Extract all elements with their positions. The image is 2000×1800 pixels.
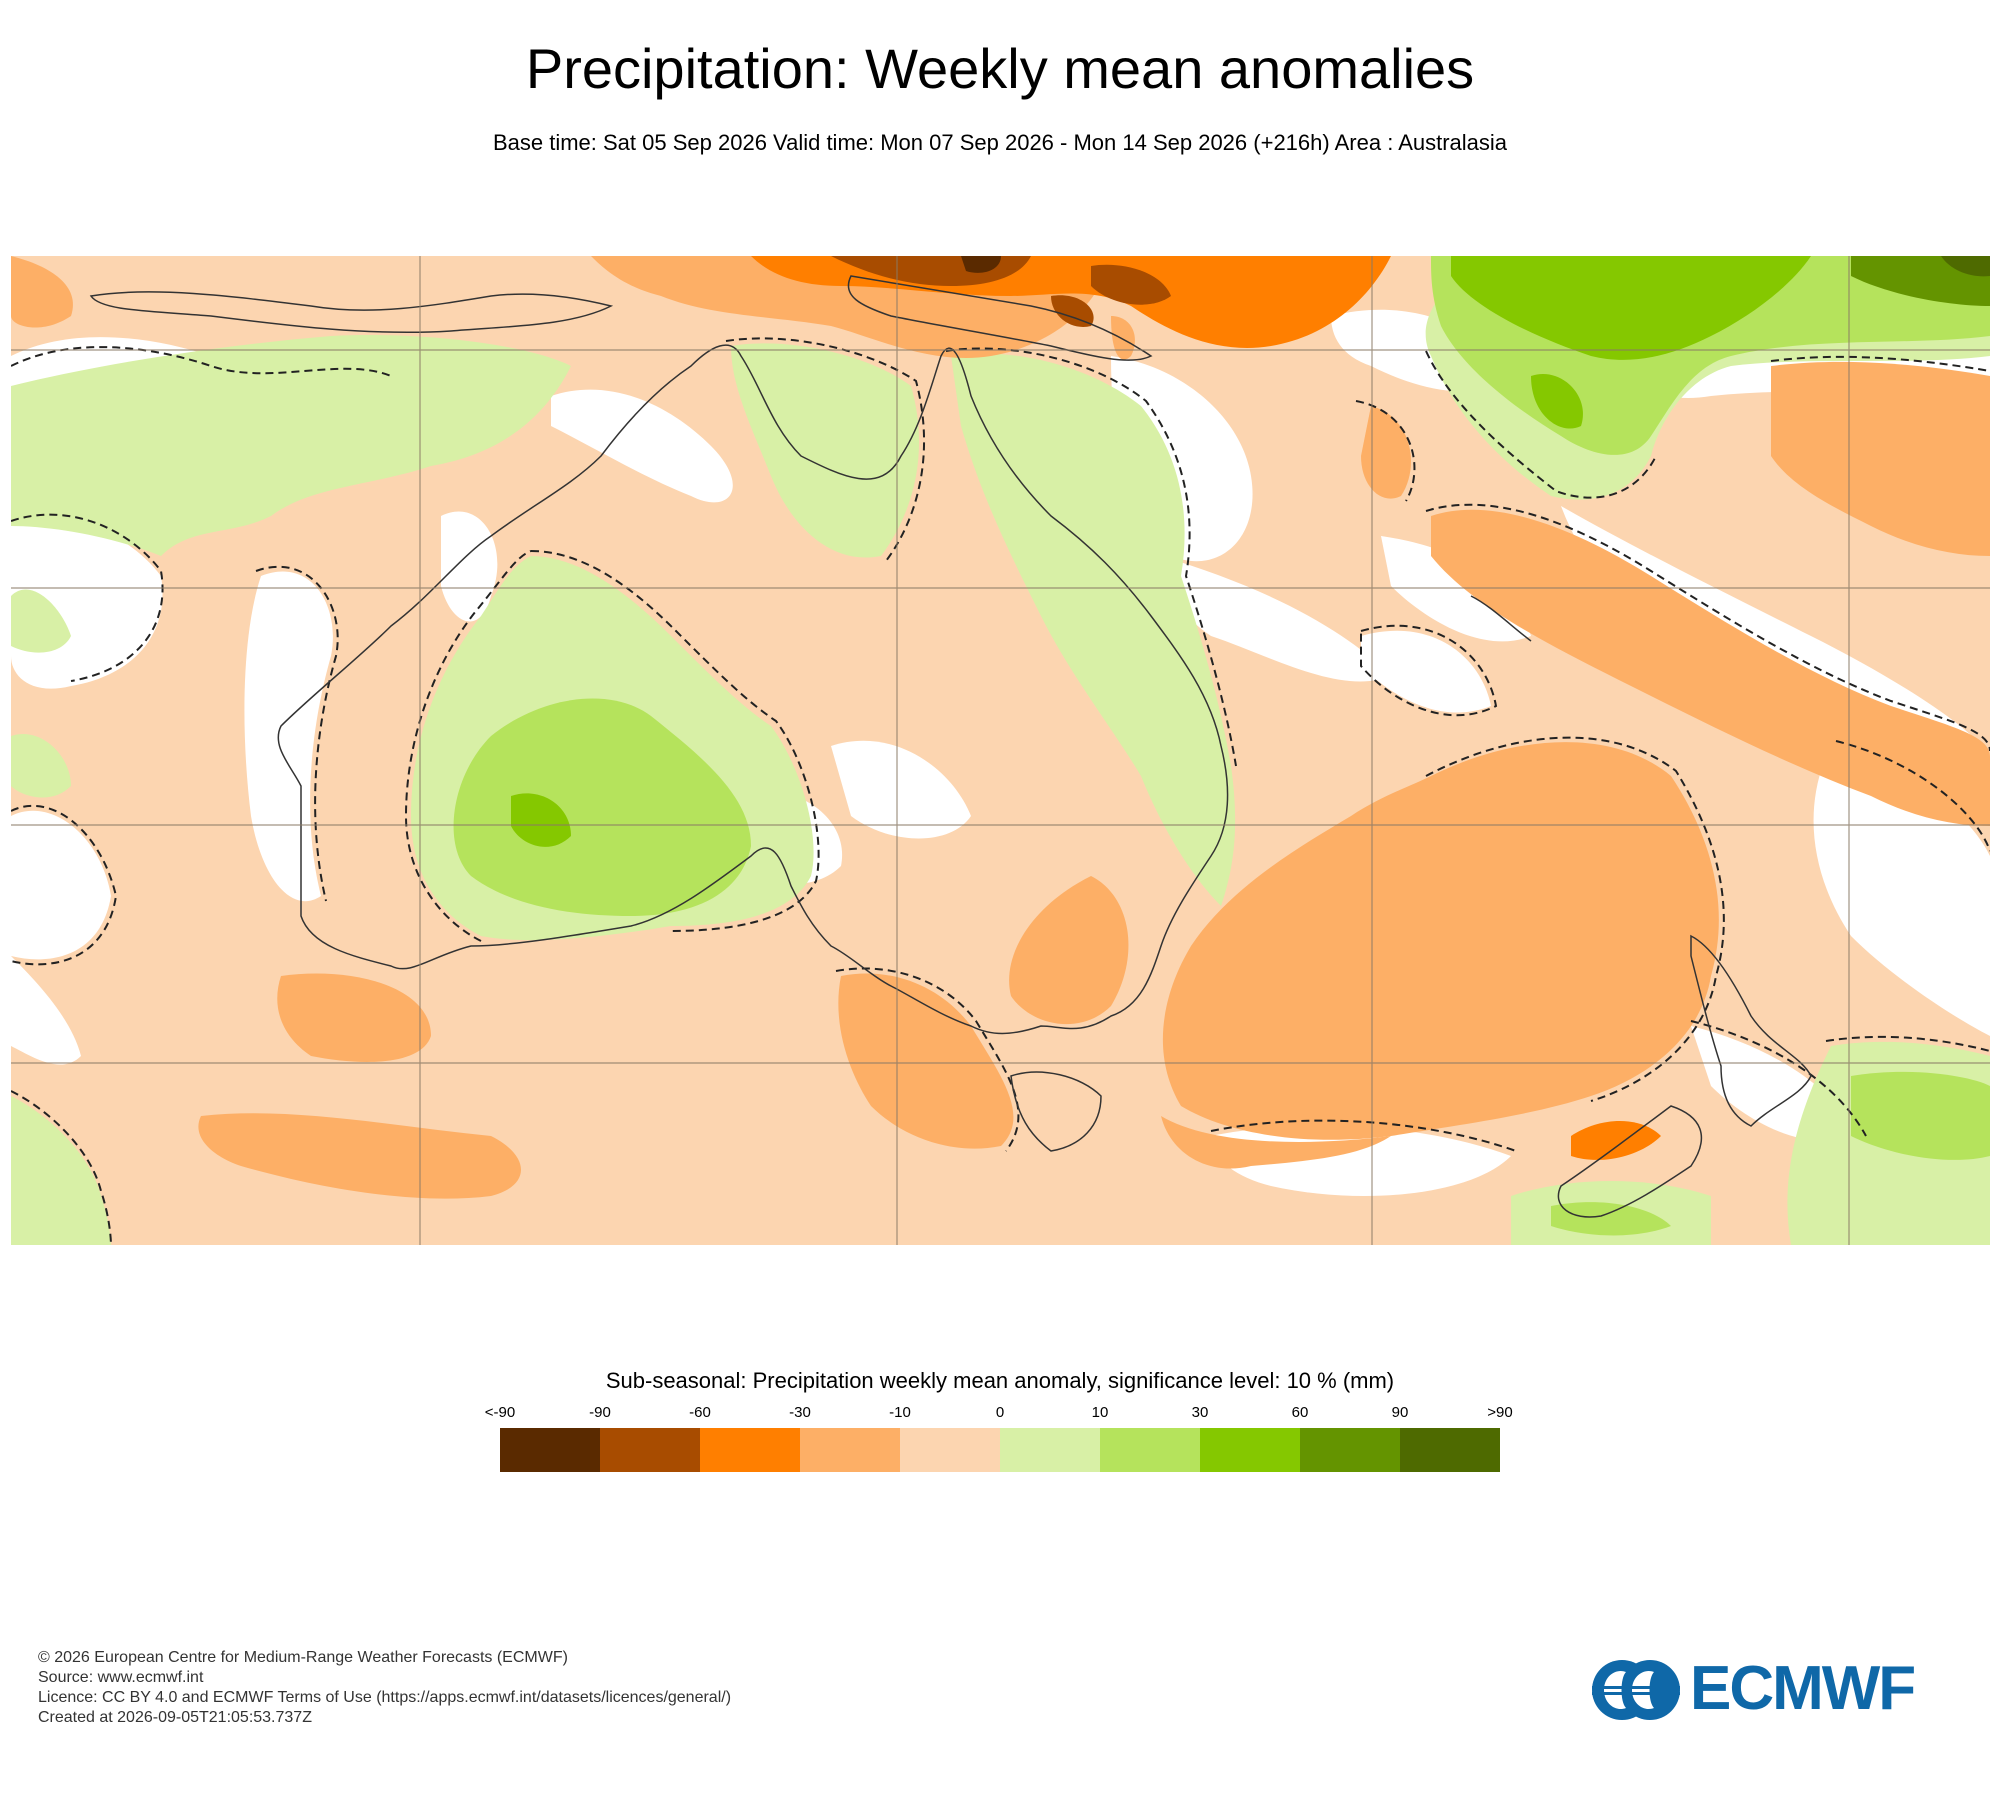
dark-green-areas [1851, 256, 1990, 306]
legend-tick-label: >90 [1487, 1404, 1513, 1421]
ecmwf-logo-text: ECMWF [1690, 1654, 1916, 1723]
legend-tick-label: 30 [1191, 1404, 1209, 1421]
footer: © 2026 European Centre for Medium-Range … [38, 1648, 731, 1728]
legend-swatch [700, 1428, 800, 1472]
legend-colorbar [500, 1428, 1500, 1472]
legend-swatch [1000, 1428, 1100, 1472]
legend-title: Sub-seasonal: Precipitation weekly mean … [605, 1368, 1395, 1393]
legend-tick-label: -90 [589, 1404, 611, 1421]
copyright-text: © 2026 European Centre for Medium-Range … [38, 1649, 568, 1666]
legend-swatch [1400, 1428, 1500, 1472]
source-text: Source: www.ecmwf.int [38, 1669, 204, 1686]
indonesia-coastline [89, 291, 614, 334]
legend-tick-label: 60 [1291, 1404, 1309, 1421]
legend-swatch [600, 1428, 700, 1472]
graticule [11, 256, 1990, 1245]
legend-tick-label: -60 [689, 1404, 711, 1421]
chart-subtitle: Base time: Sat 05 Sep 2026 Valid time: M… [492, 130, 1508, 155]
legend-tick-label: -10 [889, 1404, 911, 1421]
green-areas [511, 256, 1811, 847]
legend-swatch [1200, 1428, 1300, 1472]
australia-coastline [277, 344, 1229, 1035]
legend-swatch [900, 1428, 1000, 1472]
legend-ticks: <-90 -90 -60 -30 -10 0 10 30 60 90 >90 [485, 1404, 1513, 1424]
dark-brown-areas [961, 256, 1001, 273]
new-zealand-south-coastline [1557, 1105, 1702, 1218]
tasmania-coastline [1010, 1071, 1102, 1152]
licence-text: Licence: CC BY 4.0 and ECMWF Terms of Us… [38, 1689, 732, 1706]
created-text: Created at 2026-09-05T21:05:53.737Z [38, 1709, 312, 1726]
legend-swatch [1300, 1428, 1400, 1472]
legend-tick-label: 10 [1091, 1404, 1109, 1421]
chart-title: Precipitation: Weekly mean anomalies [525, 37, 1475, 100]
legend-swatch [1100, 1428, 1200, 1472]
legend-tick-label: 0 [995, 1404, 1005, 1421]
legend-tick-label: <-90 [484, 1404, 516, 1421]
coastlines [89, 275, 1812, 1218]
legend-swatch [500, 1428, 600, 1472]
new-caledonia-coastline [1470, 595, 1532, 642]
ecmwf-logo: ECMWF [1590, 1654, 1960, 1724]
new-zealand-north-coastline [1690, 934, 1812, 1127]
new-guinea-coastline [847, 275, 1153, 361]
legend-tick-label: 90 [1391, 1404, 1409, 1421]
significance-contours [11, 337, 1990, 1245]
legend-swatch [800, 1428, 900, 1472]
legend-tick-label: -30 [789, 1404, 811, 1421]
anomaly-map [11, 256, 1990, 1245]
ecmwf-logo-icon [1592, 1660, 1680, 1720]
